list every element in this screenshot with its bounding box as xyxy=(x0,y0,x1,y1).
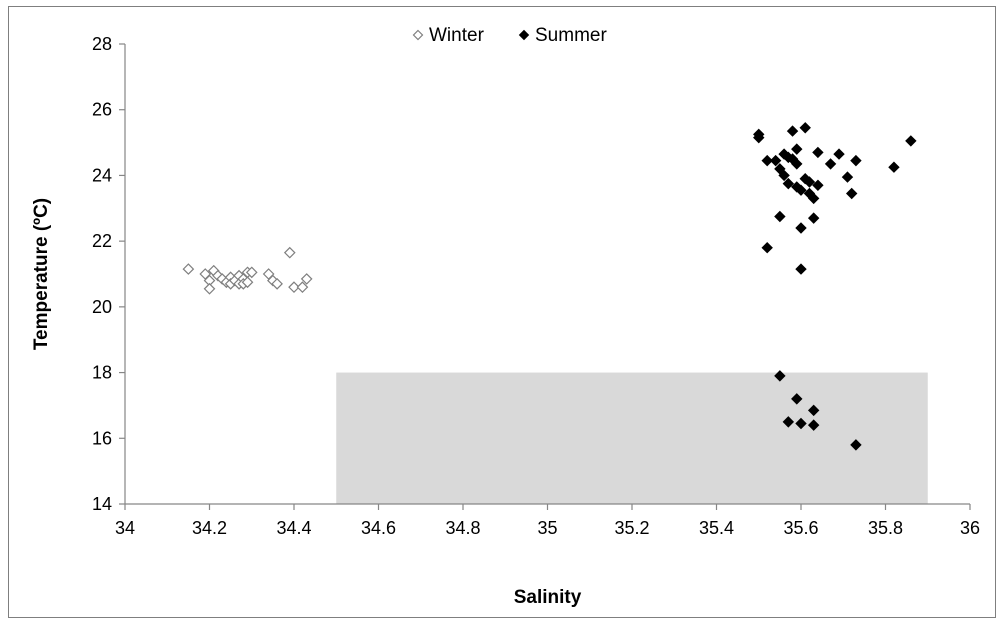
y-tick-label: 28 xyxy=(92,34,112,54)
summer-data-point xyxy=(795,184,807,196)
winter-legend-marker xyxy=(412,29,424,41)
summer-data-point xyxy=(791,158,803,170)
summer-data-point xyxy=(799,122,811,134)
summer-data-point xyxy=(833,148,845,160)
x-tick-label: 34.2 xyxy=(192,518,227,538)
winter-data-point xyxy=(288,281,300,293)
y-tick-label: 22 xyxy=(92,231,112,251)
shaded-region xyxy=(336,372,928,504)
x-tick-label: 34 xyxy=(115,518,135,538)
summer-data-point xyxy=(761,154,773,167)
winter-data-point xyxy=(241,276,254,289)
x-tick-label: 36 xyxy=(960,518,980,538)
summer-data-point xyxy=(753,131,765,144)
summer-data-point xyxy=(761,242,773,254)
summer-data-point xyxy=(807,212,820,224)
summer-data-point xyxy=(807,419,820,431)
shaded-region-layer xyxy=(336,372,928,504)
summer-data-point xyxy=(905,135,917,147)
summer-data-point xyxy=(795,263,807,275)
summer-data-point xyxy=(782,416,795,428)
scatter-chart: 14 16 18 20 22 24 26 28 34 34.2 34.4 34.6 34.8 35 35.2… xyxy=(31,25,980,608)
summer-data-point xyxy=(807,404,820,417)
summer-data-point xyxy=(812,146,824,159)
x-tick-label: 35 xyxy=(537,518,557,538)
winter-data-point xyxy=(245,266,258,279)
x-tick-label: 35.2 xyxy=(614,518,649,538)
summer-data-point xyxy=(850,439,862,451)
x-tick-label: 35.6 xyxy=(783,518,818,538)
summer-data-point xyxy=(824,158,837,170)
summer-data-point xyxy=(791,181,803,193)
winter-data-point xyxy=(300,273,313,285)
summer-data-point xyxy=(786,125,799,137)
summer-data-point xyxy=(888,161,900,173)
x-tick-label: 34.6 xyxy=(361,518,396,538)
summer-data-point xyxy=(769,154,782,167)
y-tick-label: 18 xyxy=(92,363,112,383)
summer-data-point xyxy=(841,171,854,183)
summer-data-point xyxy=(774,210,786,223)
summer-legend-label: Summer xyxy=(535,25,607,46)
y-tick-label: 14 xyxy=(92,494,112,514)
y-tick-label: 24 xyxy=(92,165,112,185)
summer-data-point xyxy=(845,187,858,200)
tick-labels: 14 16 18 20 22 24 26 28 34 34.2 34.4 34.6 34.8 35 35.2… xyxy=(92,34,980,538)
winter-data-point xyxy=(203,282,216,295)
x-tick-label: 34.4 xyxy=(276,518,311,538)
summer-data-point xyxy=(791,393,803,405)
x-tick-label: 34.8 xyxy=(445,518,480,538)
y-tick-label: 26 xyxy=(92,100,112,120)
summer-data-point xyxy=(795,222,807,234)
summer-data-point xyxy=(774,163,786,175)
summer-data-point xyxy=(803,176,816,188)
summer-data-point xyxy=(795,417,807,430)
y-tick-label: 16 xyxy=(92,428,112,448)
summer-data-point xyxy=(812,179,824,191)
winter-data-point xyxy=(296,281,309,293)
winter-data-point xyxy=(182,263,195,275)
summer-data-point xyxy=(850,154,862,167)
summer-data-point xyxy=(778,169,790,182)
winter-legend-label: Winter xyxy=(429,25,485,46)
winter-data-point xyxy=(283,246,296,259)
legend: Winter Summer xyxy=(412,25,607,46)
winter-data-point xyxy=(271,278,283,290)
summer-legend-marker xyxy=(518,29,530,41)
summer-data-point xyxy=(791,143,803,155)
summer-data-point xyxy=(807,192,820,205)
x-tick-label: 35.8 xyxy=(868,518,903,538)
axes xyxy=(119,43,971,510)
data-points xyxy=(182,122,917,451)
summer-data-point xyxy=(774,370,786,382)
y-axis-title: Temperature (ºC) xyxy=(31,198,52,350)
x-axis-title: Salinity xyxy=(514,587,582,608)
x-tick-label: 35.4 xyxy=(699,518,734,538)
chart-frame: 14 16 18 20 22 24 26 28 34 34.2 34.4 34.6 34.8 35 35.2… xyxy=(8,6,996,618)
y-tick-label: 20 xyxy=(92,297,112,317)
summer-data-point xyxy=(782,177,795,190)
